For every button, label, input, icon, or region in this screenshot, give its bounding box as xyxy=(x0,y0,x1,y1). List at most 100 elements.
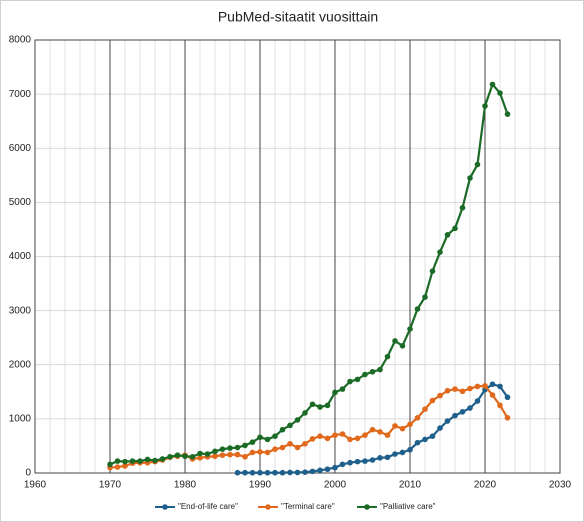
data-point xyxy=(324,466,331,473)
data-point xyxy=(339,431,346,437)
data-point xyxy=(377,366,383,373)
legend-swatch-dot xyxy=(162,504,168,510)
data-point xyxy=(189,453,196,460)
data-point xyxy=(362,432,368,438)
data-point xyxy=(392,451,398,457)
data-point xyxy=(272,446,278,452)
data-point xyxy=(317,467,323,474)
data-point xyxy=(212,448,218,455)
data-point xyxy=(264,469,271,476)
data-point xyxy=(152,457,158,464)
data-point xyxy=(197,455,203,461)
y-tick-label: 7000 xyxy=(9,89,32,100)
data-point xyxy=(294,444,301,451)
data-point xyxy=(144,456,151,463)
data-point xyxy=(182,453,188,460)
data-point xyxy=(264,436,271,443)
data-point xyxy=(444,387,451,394)
data-point xyxy=(497,383,503,390)
data-point xyxy=(354,376,361,383)
data-point xyxy=(422,294,428,300)
data-point xyxy=(459,204,466,211)
data-point xyxy=(257,469,263,476)
data-point xyxy=(347,378,353,385)
data-point xyxy=(264,449,271,456)
data-point xyxy=(437,392,443,399)
data-point xyxy=(339,461,346,468)
chart-title: PubMed-sitaatit vuosittain xyxy=(218,9,378,25)
data-point xyxy=(482,383,488,389)
data-point xyxy=(504,394,511,401)
data-point xyxy=(249,449,256,456)
data-point xyxy=(137,458,143,464)
data-point xyxy=(384,353,391,360)
data-point xyxy=(392,338,398,344)
data-point xyxy=(384,432,391,438)
data-point xyxy=(302,410,308,416)
y-tick-label: 8000 xyxy=(9,35,32,46)
data-point xyxy=(279,469,286,476)
x-tick-label: 1980 xyxy=(174,480,197,491)
data-point xyxy=(227,451,233,458)
data-point xyxy=(497,90,503,96)
data-point xyxy=(474,398,481,404)
data-point xyxy=(437,249,443,255)
data-point xyxy=(257,449,263,455)
data-point xyxy=(489,381,496,388)
data-point xyxy=(452,412,458,419)
legend-swatch-dot xyxy=(364,504,370,510)
data-point xyxy=(242,453,248,460)
y-tick-label: 0 xyxy=(25,468,31,479)
data-point xyxy=(234,451,241,458)
y-tick-label: 4000 xyxy=(9,251,32,262)
data-point xyxy=(309,436,316,442)
data-point xyxy=(174,452,181,458)
data-point xyxy=(407,326,413,332)
data-point xyxy=(429,268,436,274)
data-point xyxy=(204,451,211,457)
data-point xyxy=(452,225,458,232)
data-point xyxy=(392,423,398,429)
data-point xyxy=(504,111,511,117)
data-point xyxy=(309,468,316,475)
x-tick-label: 1990 xyxy=(249,480,272,491)
data-point xyxy=(407,446,413,453)
data-point xyxy=(279,444,286,451)
data-point xyxy=(122,463,128,469)
data-point xyxy=(429,433,436,439)
data-point xyxy=(279,426,286,433)
data-point xyxy=(452,386,458,392)
x-tick-label: 1960 xyxy=(24,480,47,491)
x-tick-label: 2010 xyxy=(399,480,422,491)
data-point xyxy=(362,371,368,378)
data-point xyxy=(242,469,248,476)
data-point xyxy=(332,464,338,471)
data-point xyxy=(369,457,376,463)
data-point xyxy=(272,469,278,476)
data-point xyxy=(227,445,233,451)
data-point xyxy=(474,383,481,390)
data-point xyxy=(422,406,428,412)
data-point xyxy=(354,435,361,442)
data-point xyxy=(444,418,451,424)
x-tick-label: 2000 xyxy=(324,480,347,491)
data-point xyxy=(459,388,466,395)
legend-label: "Terminal care" xyxy=(281,502,335,511)
data-point xyxy=(287,440,293,447)
data-point xyxy=(377,455,383,461)
data-point xyxy=(467,405,473,411)
y-tick-label: 1000 xyxy=(9,414,32,425)
data-point xyxy=(122,458,128,465)
data-point xyxy=(467,385,473,392)
x-tick-label: 2020 xyxy=(474,480,497,491)
data-point xyxy=(294,417,301,423)
data-point xyxy=(399,425,406,432)
data-point xyxy=(234,444,241,451)
data-point xyxy=(219,452,226,458)
data-point xyxy=(332,432,338,438)
data-point xyxy=(159,456,166,462)
data-point xyxy=(114,458,121,464)
data-point xyxy=(414,414,421,421)
